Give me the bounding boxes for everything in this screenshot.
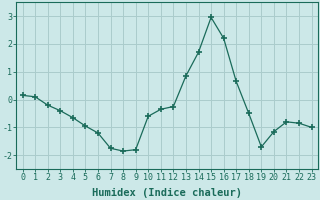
X-axis label: Humidex (Indice chaleur): Humidex (Indice chaleur) bbox=[92, 188, 242, 198]
